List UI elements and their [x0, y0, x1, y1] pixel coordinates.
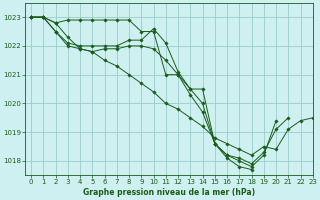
- X-axis label: Graphe pression niveau de la mer (hPa): Graphe pression niveau de la mer (hPa): [83, 188, 255, 197]
